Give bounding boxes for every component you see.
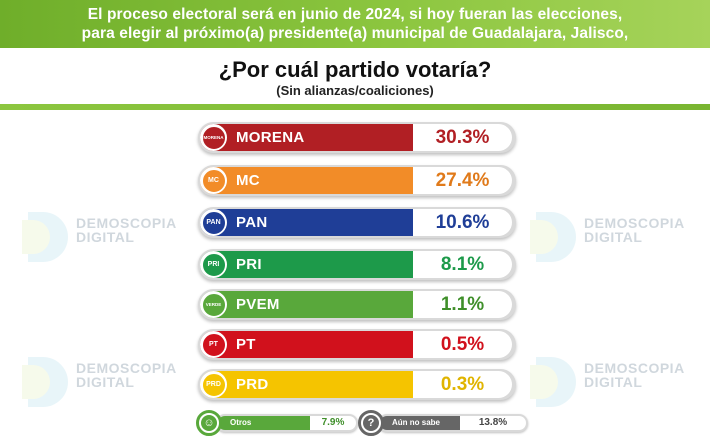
mc-logo-icon: MC: [200, 167, 227, 194]
extra-value: 7.9%: [310, 416, 356, 430]
question-subtitle: (Sin alianzas/coaliciones): [276, 83, 434, 98]
bar-label-pvem: PVEM: [236, 296, 280, 313]
bar-label-pan: PAN: [236, 214, 268, 231]
extra-label: Otros: [218, 416, 310, 430]
watermark-d-icon: [22, 212, 70, 262]
bar-row-morena: MORENA MORENA 30.3%: [198, 122, 516, 153]
bar-pan: [200, 209, 413, 236]
bar-value-mc: 27.4%: [413, 167, 512, 194]
watermark-text: DEMOSCOPIA DIGITAL: [584, 215, 685, 245]
question-block: ¿Por cuál partido votaría? (Sin alianzas…: [0, 57, 710, 99]
bar-pt: [200, 331, 413, 358]
pvem-logo-icon: VERDE: [200, 291, 227, 318]
extra-label: Aún no sabe: [380, 416, 460, 430]
bar-value-pri: 8.1%: [413, 251, 512, 278]
bar-label-morena: MORENA: [236, 129, 305, 146]
pt-logo-icon: PT: [200, 331, 227, 358]
watermark-d-icon: [530, 357, 578, 407]
pri-logo-icon: PRI: [200, 251, 227, 278]
question-icon: ?: [358, 410, 384, 436]
bar-value-pan: 10.6%: [413, 209, 512, 236]
morena-logo-icon: MORENA: [200, 124, 227, 151]
header-line-1: El proceso electoral será en junio de 20…: [87, 6, 623, 23]
bar-prd: [200, 371, 413, 398]
bar-value-morena: 30.3%: [413, 124, 512, 151]
bar-morena: [200, 124, 413, 151]
bar-label-mc: MC: [236, 172, 260, 189]
bar-value-pvem: 1.1%: [413, 291, 512, 318]
bar-pri: [200, 251, 413, 278]
bar-row-pvem: VERDE PVEM 1.1%: [198, 289, 516, 320]
watermark-logo: DEMOSCOPIA DIGITAL: [22, 210, 202, 266]
watermark-text: DEMOSCOPIA DIGITAL: [76, 360, 177, 390]
pan-logo-icon: PAN: [200, 209, 227, 236]
person-icon: ☺: [196, 410, 222, 436]
bar-pvem: [200, 291, 413, 318]
watermark-logo: DEMOSCOPIA DIGITAL: [530, 210, 710, 266]
bar-row-pri: PRI PRI 8.1%: [198, 249, 516, 280]
bar-value-prd: 0.3%: [413, 371, 512, 398]
watermark-text: DEMOSCOPIA DIGITAL: [584, 360, 685, 390]
bar-row-mc: MC MC 27.4%: [198, 165, 516, 196]
header-banner: El proceso electoral será en junio de 20…: [0, 0, 710, 48]
bar-row-pan: PAN PAN 10.6%: [198, 207, 516, 238]
extra-pill: Aún no sabe 13.8%: [378, 414, 528, 432]
watermark-text: DEMOSCOPIA DIGITAL: [76, 215, 177, 245]
watermark-logo: DEMOSCOPIA DIGITAL: [22, 355, 202, 411]
bar-label-pt: PT: [236, 336, 256, 353]
bar-value-pt: 0.5%: [413, 331, 512, 358]
header-line-2: para elegir al próximo(a) presidente(a) …: [81, 25, 629, 42]
bar-label-prd: PRD: [236, 376, 269, 393]
extra-pill: Otros 7.9%: [216, 414, 358, 432]
watermark-d-icon: [530, 212, 578, 262]
question-title: ¿Por cuál partido votaría?: [218, 57, 492, 82]
bar-row-pt: PT PT 0.5%: [198, 329, 516, 360]
extra-value: 13.8%: [460, 416, 526, 430]
bar-mc: [200, 167, 413, 194]
green-divider: [0, 104, 710, 110]
watermark-logo: DEMOSCOPIA DIGITAL: [530, 355, 710, 411]
bar-row-prd: PRD PRD 0.3%: [198, 369, 516, 400]
extra-otros: Otros 7.9% ☺: [196, 410, 358, 436]
bar-label-pri: PRI: [236, 256, 262, 273]
watermark-d-icon: [22, 357, 70, 407]
extra-no_sabe: Aún no sabe 13.8%?: [358, 410, 528, 436]
prd-logo-icon: PRD: [200, 371, 227, 398]
